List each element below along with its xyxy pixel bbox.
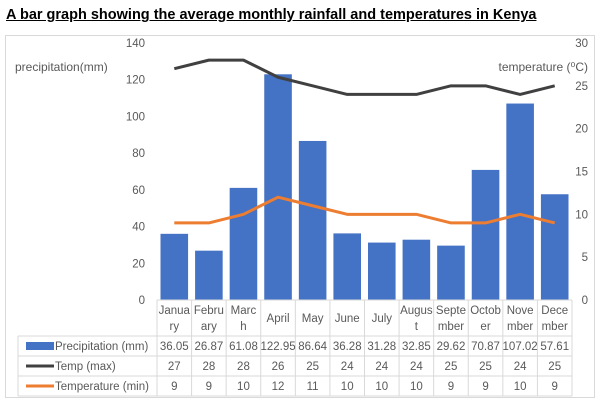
y-tick-label: 60	[132, 185, 145, 197]
x-tick-label: July	[372, 313, 393, 325]
line-temp-min	[174, 195, 556, 225]
x-tick-label: Septe	[436, 305, 466, 317]
x-tick-label: Nove	[507, 305, 534, 317]
data-label: 27	[168, 361, 181, 373]
data-label: 10	[514, 381, 527, 393]
data-label: 24	[375, 361, 388, 373]
bar-october	[471, 169, 500, 300]
x-tick-label: Octob	[470, 305, 501, 317]
y-tick-label: 140	[126, 38, 145, 50]
data-label: 10	[341, 381, 354, 393]
bar-april	[264, 74, 292, 301]
data-label: 10	[237, 381, 250, 393]
data-label: 10	[375, 381, 388, 393]
x-tick-label: Marc	[231, 305, 257, 317]
chart-title: A bar graph showing the average monthly …	[6, 7, 537, 23]
data-label: 9	[552, 381, 558, 393]
bar-february	[195, 250, 223, 300]
data-label: 25	[445, 361, 458, 373]
data-label: 26.87	[194, 341, 223, 353]
data-label: 28	[237, 361, 250, 373]
data-label: 29.62	[437, 341, 466, 353]
legend-label: Temp (max)	[55, 361, 116, 373]
data-label: 24	[514, 361, 527, 373]
data-label: 31.28	[367, 341, 396, 353]
x-tick-label: May	[302, 313, 324, 325]
y-tick-label: 20	[132, 258, 145, 270]
x-tick-label: Janua	[159, 305, 191, 317]
bar-june	[333, 233, 361, 300]
data-label: 12	[272, 381, 285, 393]
x-tick-label: ry	[169, 321, 179, 333]
data-label: 36.28	[333, 341, 362, 353]
bar-december	[540, 194, 569, 300]
bar-september	[437, 245, 465, 300]
data-label: 107.02	[503, 341, 538, 353]
x-tick-label: mber	[507, 321, 533, 333]
data-label: 9	[482, 381, 488, 393]
x-tick-label: ary	[201, 321, 217, 333]
bar-january	[160, 233, 189, 300]
legend-key-precipitation	[26, 342, 54, 350]
y-tick-label: 40	[132, 222, 145, 234]
data-label: 26	[272, 361, 285, 373]
bar-march	[229, 187, 258, 300]
data-label: 10	[410, 381, 423, 393]
data-label: 9	[171, 381, 177, 393]
bar-may	[298, 140, 327, 300]
y-tick-label: 0	[139, 295, 145, 307]
y2-tick-label: 0	[582, 295, 588, 307]
x-tick-label: mber	[438, 321, 464, 333]
legend-label: Temperature (min)	[55, 381, 149, 393]
data-label: 24	[410, 361, 423, 373]
y2-tick-label: 25	[575, 81, 588, 93]
data-label: 9	[448, 381, 454, 393]
y2-tick-label: 20	[575, 124, 588, 136]
data-label: 36.05	[160, 341, 189, 353]
data-label: 11	[307, 381, 319, 393]
legend-label: Precipitation (mm)	[55, 341, 148, 353]
data-label: 25	[548, 361, 561, 373]
line-temp-max	[173, 58, 556, 96]
x-tick-label: Augus	[400, 305, 433, 317]
data-label: 24	[341, 361, 354, 373]
x-tick-label: t	[415, 321, 419, 333]
data-label: 61.08	[229, 341, 258, 353]
data-label: 28	[202, 361, 215, 373]
x-tick-label: April	[267, 313, 290, 325]
x-tick-label: er	[480, 321, 490, 333]
x-tick-label: June	[335, 313, 360, 325]
data-label: 32.85	[402, 341, 431, 353]
bar-august	[402, 239, 431, 300]
data-label: 25	[306, 361, 319, 373]
y2-tick-label: 5	[582, 252, 588, 264]
data-label: 57.61	[540, 341, 569, 353]
y2-tick-label: 10	[575, 209, 588, 221]
y2-tick-label: 15	[575, 167, 588, 179]
data-label: 86.64	[298, 341, 327, 353]
y2-axis-label: temperature (⁰C)	[498, 60, 588, 74]
x-tick-label: h	[240, 321, 246, 333]
data-label: 70.87	[471, 341, 500, 353]
bar-november	[506, 103, 534, 300]
x-tick-label: Dece	[541, 305, 568, 317]
data-label: 9	[206, 381, 212, 393]
bar-july	[368, 242, 396, 300]
data-label: 122.95	[260, 341, 295, 353]
x-tick-label: Febru	[194, 305, 224, 317]
y-tick-label: 120	[126, 75, 145, 87]
y2-tick-label: 30	[575, 38, 588, 50]
data-label: 25	[479, 361, 492, 373]
x-tick-label: mber	[542, 321, 568, 333]
y-axis-label: precipitation(mm)	[15, 60, 108, 74]
y-tick-label: 80	[132, 148, 145, 160]
y-tick-label: 100	[126, 111, 145, 123]
